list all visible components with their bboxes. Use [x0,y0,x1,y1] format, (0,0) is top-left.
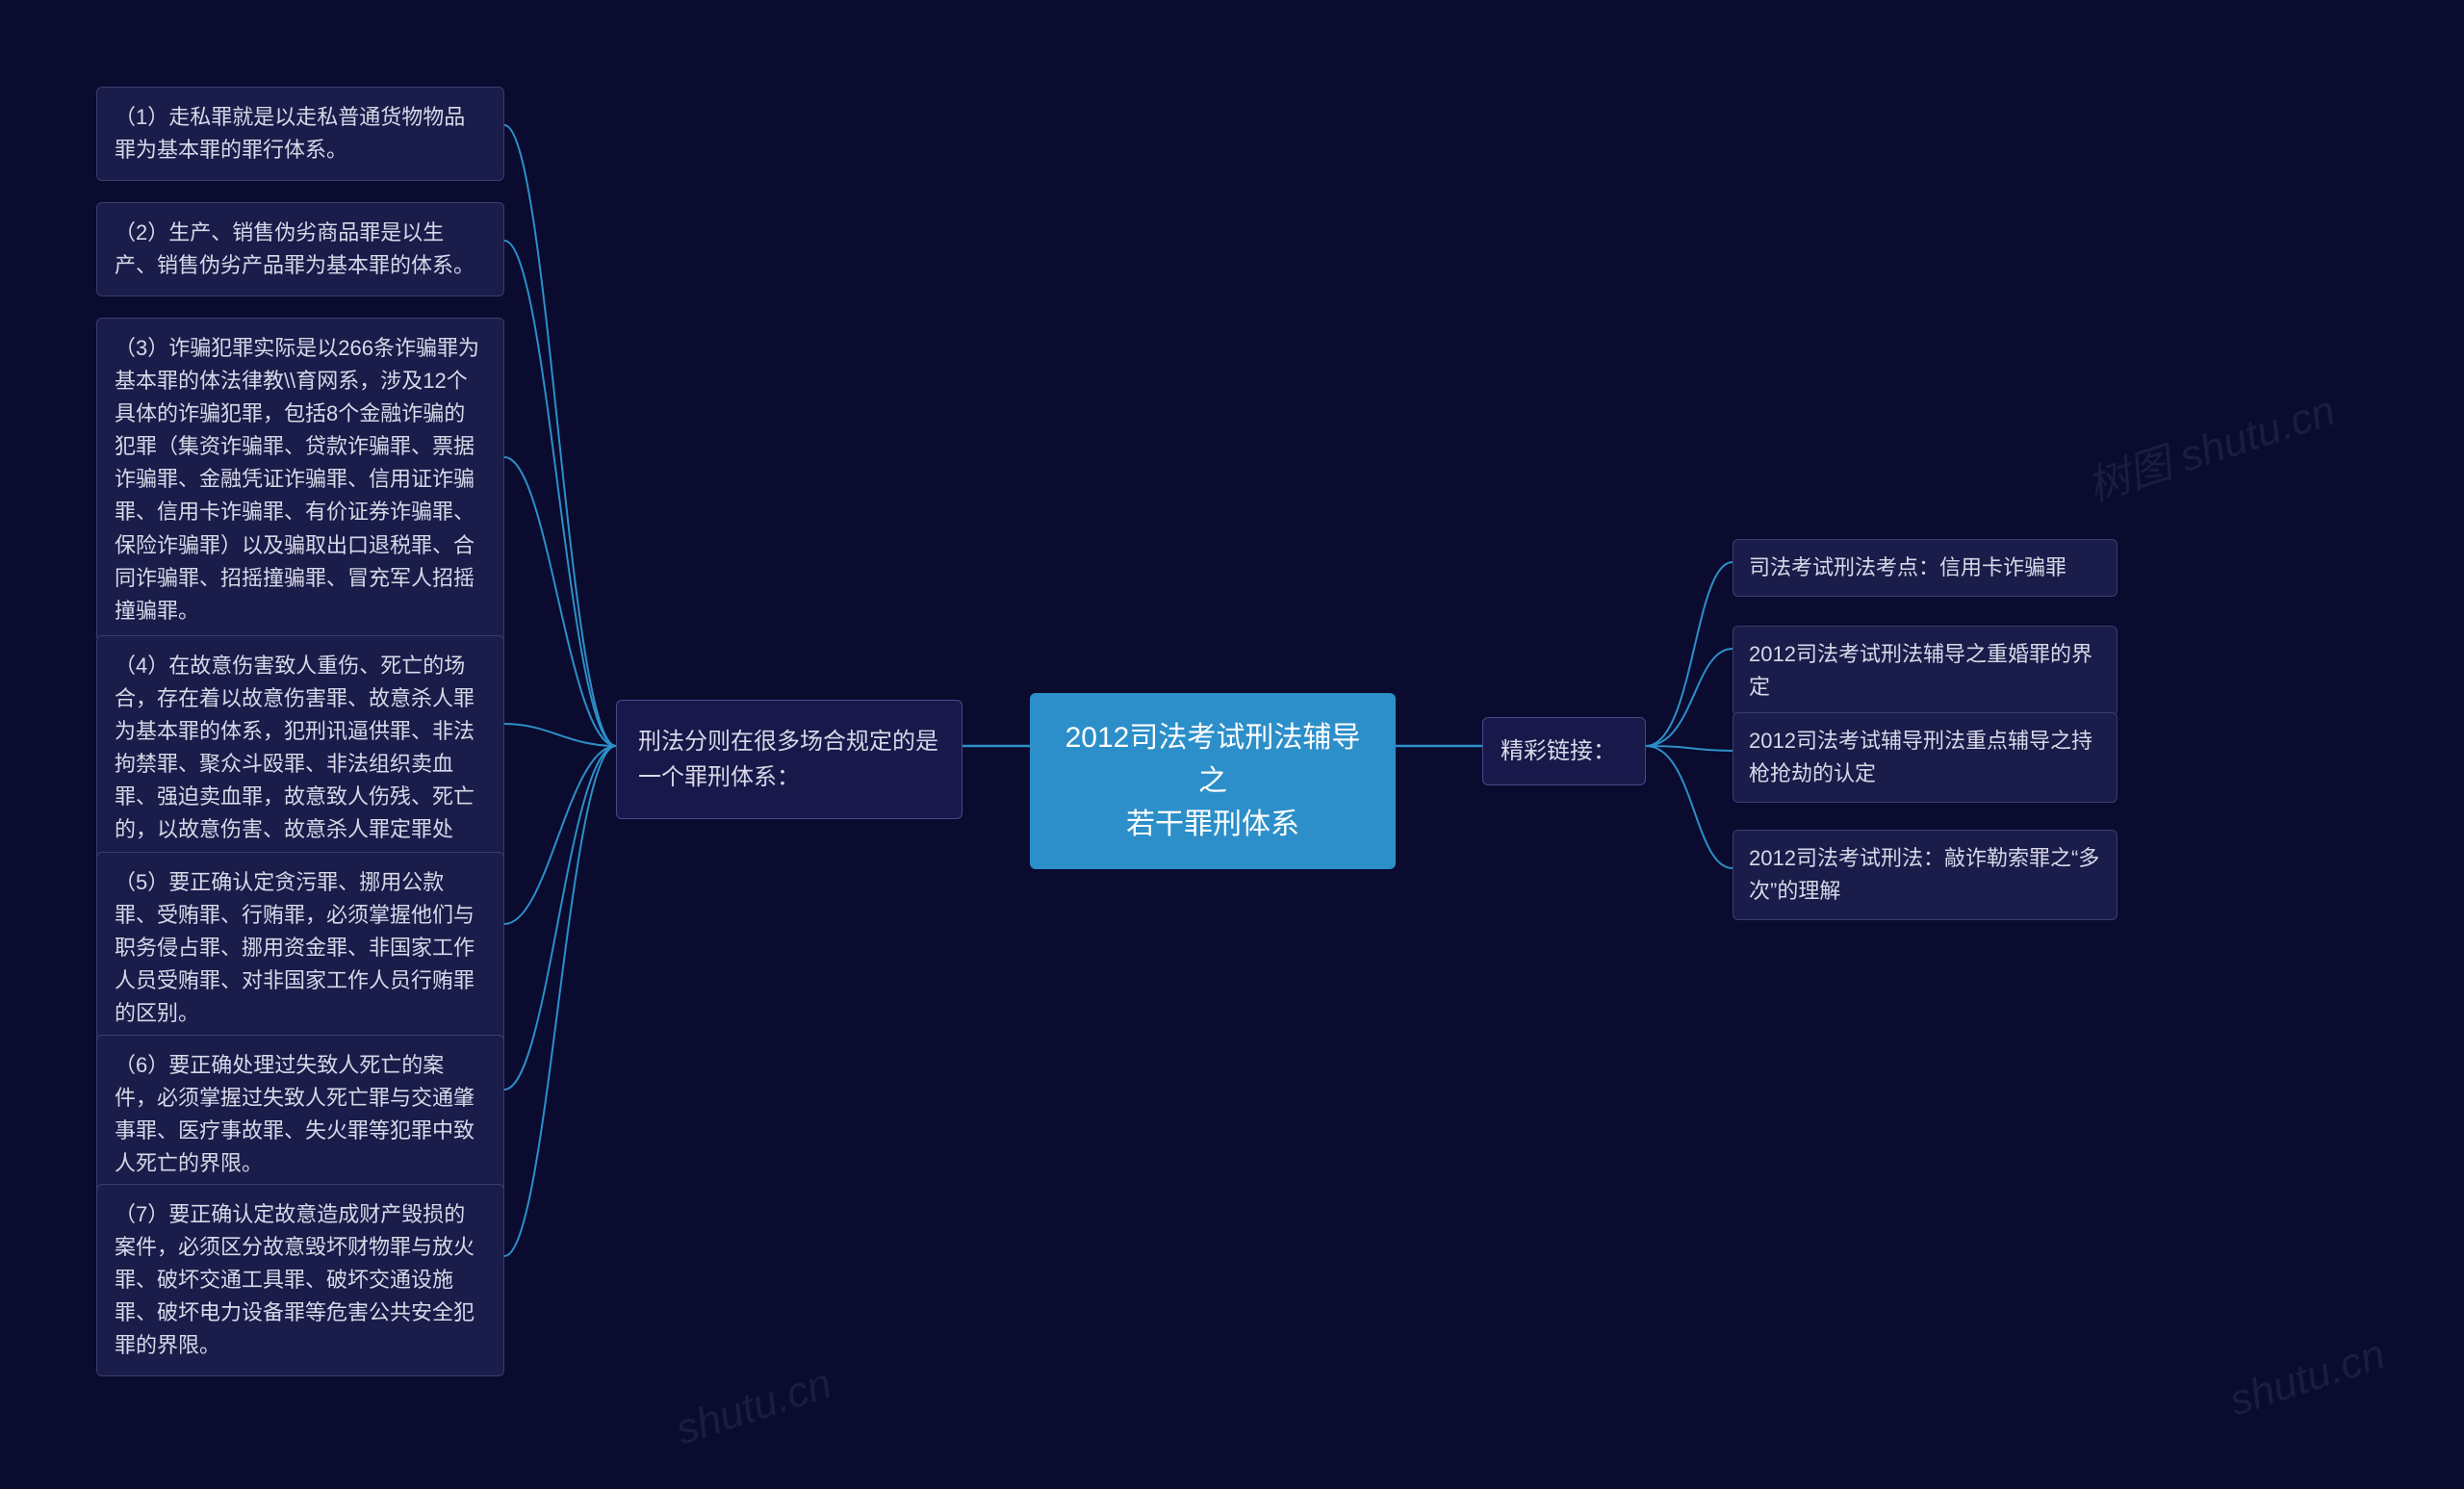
left-leaf-text: （7）要正确认定故意造成财产毁损的案件，必须区分故意毁坏财物罪与放火罪、破坏交通… [115,1202,475,1357]
right-leaf-text: 2012司法考试刑法：敲诈勒索罪之“多次”的理解 [1749,846,2099,903]
left-leaf-3: （3）诈骗犯罪实际是以266条诈骗罪为基本罪的体法律教\\育网系，涉及12个具体… [96,318,504,642]
left-leaf-text: （6）要正确处理过失致人死亡的案件，必须掌握过失致人死亡罪与交通肇事罪、医疗事故… [115,1053,475,1175]
right-branch-label: 精彩链接： [1501,738,1616,764]
watermark: shutu.cn [670,1360,837,1455]
left-leaf-7: （7）要正确认定故意造成财产毁损的案件，必须区分故意毁坏财物罪与放火罪、破坏交通… [96,1184,504,1376]
right-leaf-1: 司法考试刑法考点：信用卡诈骗罪 [1732,539,2118,597]
center-node: 2012司法考试刑法辅导之 若干罪刑体系 [1030,693,1396,869]
right-leaf-3: 2012司法考试辅导刑法重点辅导之持枪抢劫的认定 [1732,712,2118,803]
center-title-line2: 若干罪刑体系 [1059,803,1367,846]
center-title-line1: 2012司法考试刑法辅导之 [1059,716,1367,803]
watermark: shutu.cn [2223,1331,2391,1426]
right-branch-node: 精彩链接： [1482,717,1646,785]
right-leaf-text: 2012司法考试刑法辅导之重婚罪的界定 [1749,642,2092,699]
left-leaf-5: （5）要正确认定贪污罪、挪用公款罪、受贿罪、行贿罪，必须掌握他们与职务侵占罪、挪… [96,852,504,1044]
left-leaf-2: （2）生产、销售伪劣商品罪是以生产、销售伪劣产品罪为基本罪的体系。 [96,202,504,296]
left-branch-label: 刑法分则在很多场合规定的是一个罪刑体系： [638,729,938,790]
left-leaf-1: （1）走私罪就是以走私普通货物物品罪为基本罪的罪行体系。 [96,87,504,181]
watermark: 树图 shutu.cn [2079,375,2342,513]
right-leaf-text: 2012司法考试辅导刑法重点辅导之持枪抢劫的认定 [1749,729,2092,785]
left-leaf-text: （5）要正确认定贪污罪、挪用公款罪、受贿罪、行贿罪，必须掌握他们与职务侵占罪、挪… [115,870,475,1025]
left-leaf-text: （4）在故意伤害致人重伤、死亡的场合，存在着以故意伤害罪、故意杀人罪为基本罪的体… [115,654,475,875]
right-leaf-4: 2012司法考试刑法：敲诈勒索罪之“多次”的理解 [1732,830,2118,920]
right-leaf-text: 司法考试刑法考点：信用卡诈骗罪 [1749,555,2066,579]
left-branch-node: 刑法分则在很多场合规定的是一个罪刑体系： [616,700,962,819]
left-leaf-text: （2）生产、销售伪劣商品罪是以生产、销售伪劣产品罪为基本罪的体系。 [115,220,475,277]
left-leaf-text: （3）诈骗犯罪实际是以266条诈骗罪为基本罪的体法律教\\育网系，涉及12个具体… [115,336,479,623]
left-leaf-6: （6）要正确处理过失致人死亡的案件，必须掌握过失致人死亡罪与交通肇事罪、医疗事故… [96,1035,504,1194]
right-leaf-2: 2012司法考试刑法辅导之重婚罪的界定 [1732,626,2118,716]
left-leaf-text: （1）走私罪就是以走私普通货物物品罪为基本罪的罪行体系。 [115,105,465,162]
